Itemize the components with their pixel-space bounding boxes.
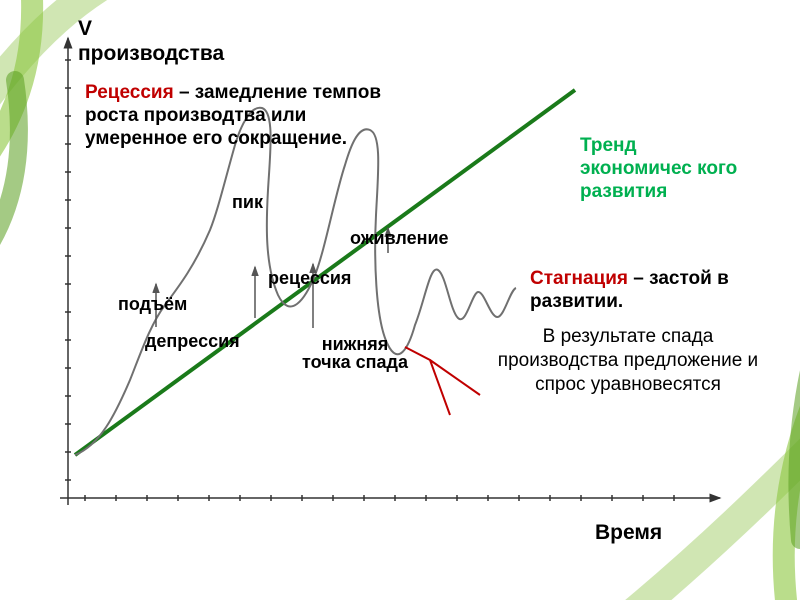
y-title-l2: производства: [78, 42, 224, 65]
stagnation-term: Стагнация: [530, 268, 628, 289]
x-axis-title: Время: [595, 520, 662, 545]
phase-lowpoint: нижняя точка спада: [300, 335, 410, 371]
red-line: [405, 347, 480, 415]
stagnation-definition: Стагнация – застой в развитии.: [530, 268, 770, 314]
phase-recession: рецессия: [268, 268, 351, 289]
y-axis-title: V производства: [78, 16, 224, 66]
trend-label: Тренд экономичес кого развития: [580, 135, 740, 203]
y-title-l1: V: [78, 17, 92, 40]
phase-rise: подъём: [118, 294, 187, 315]
phase-peak: пик: [232, 192, 263, 213]
recession-definition: Рецессия – замедление темпов роста произ…: [85, 82, 395, 150]
result-text: В результате спада производства предложе…: [488, 325, 768, 396]
phase-revival: оживление: [350, 228, 449, 249]
recession-term: Рецессия: [85, 82, 174, 103]
phase-depression: депрессия: [145, 331, 240, 352]
